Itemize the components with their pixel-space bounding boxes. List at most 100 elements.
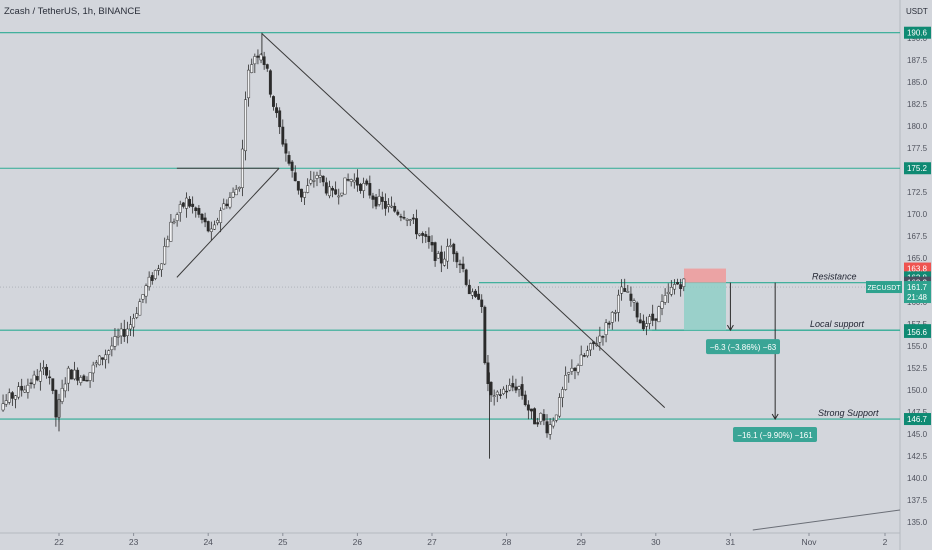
candle-body — [530, 408, 533, 412]
candle-body — [483, 306, 487, 364]
candle-body — [275, 107, 279, 114]
y-tick-label: 140.0 — [907, 474, 928, 483]
x-tick-label: 25 — [278, 537, 288, 547]
candle-body — [281, 126, 285, 145]
candle-body — [402, 217, 406, 219]
candle-body — [141, 294, 145, 300]
candle-body — [113, 336, 117, 347]
candle-body — [287, 155, 291, 164]
symbol-tag — [866, 281, 902, 294]
candle-body — [536, 422, 540, 425]
candle-body — [645, 323, 648, 327]
candle-body — [579, 354, 583, 366]
lower-trendline[interactable] — [752, 509, 901, 531]
candle-body — [520, 384, 524, 396]
candles-group[interactable] — [1, 32, 686, 459]
measure-text-local: −6.3 (−3.86%) −63 — [710, 343, 777, 352]
candle-body — [188, 198, 192, 207]
candle-body — [66, 367, 70, 384]
candle-body — [337, 195, 341, 198]
candle-body — [7, 392, 11, 403]
candle-body — [45, 366, 49, 376]
candle-body — [200, 213, 204, 220]
candle-body — [411, 217, 415, 220]
y-tick-label: 177.5 — [907, 144, 928, 153]
candle-body — [682, 278, 686, 287]
candle-body — [157, 268, 160, 271]
candle-body — [97, 355, 101, 366]
candle-body — [424, 234, 428, 237]
candle-body — [365, 180, 369, 185]
price-badge-text: 156.6 — [907, 328, 928, 337]
candle-body — [272, 96, 275, 107]
candle-body — [390, 205, 394, 208]
candle-body — [461, 263, 465, 270]
candle-body — [234, 189, 238, 196]
candle-body — [418, 233, 422, 236]
price-badge — [904, 325, 931, 338]
candle-body — [495, 391, 499, 396]
annotation-strong-support: Strong Support — [818, 408, 879, 418]
candle-body — [194, 207, 198, 211]
candle-body — [91, 364, 95, 374]
candle-body — [197, 208, 201, 215]
candle-body — [517, 386, 521, 390]
current-price-text: 161.7 — [907, 283, 928, 292]
candle-body — [29, 382, 33, 385]
candle-body — [334, 189, 338, 195]
y-tick-label: 147.5 — [907, 408, 928, 417]
current-price-badge — [904, 281, 931, 304]
measure-text-strong: −16.1 (−9.90%) −161 — [737, 431, 813, 440]
candle-body — [160, 263, 164, 270]
candle-body — [73, 369, 76, 380]
y-tick-label: 155.0 — [907, 342, 928, 351]
x-tick-label: 24 — [203, 537, 213, 547]
price-badge — [904, 162, 931, 175]
symbol-tag-text: ZECUSDT — [867, 285, 901, 292]
candle-body — [42, 367, 45, 370]
candle-body — [421, 233, 425, 236]
candle-body — [212, 224, 216, 230]
plot-area[interactable] — [0, 0, 900, 533]
candle-body — [203, 217, 207, 223]
time-axis[interactable] — [0, 533, 900, 550]
candle-body — [250, 64, 254, 73]
candle-body — [663, 295, 667, 303]
triangle-rising-line[interactable] — [176, 167, 280, 278]
candle-body — [380, 196, 384, 202]
candle-body — [582, 355, 586, 357]
candle-body — [4, 400, 8, 405]
x-tick-label: 31 — [726, 537, 736, 547]
arrow-head — [726, 324, 734, 332]
y-tick-label: 180.0 — [907, 122, 928, 131]
descending-trendline[interactable] — [261, 33, 666, 408]
y-tick-label: 145.0 — [907, 430, 928, 439]
candle-body — [629, 293, 633, 301]
stop-loss-zone[interactable] — [684, 268, 726, 283]
candle-body — [321, 175, 325, 183]
candle-body — [648, 316, 652, 324]
candle-body — [498, 394, 502, 396]
candle-body — [433, 242, 437, 261]
candle-body — [415, 218, 418, 235]
candle-body — [613, 312, 617, 314]
candle-body — [101, 357, 104, 360]
candle-body — [362, 183, 366, 191]
candle-body — [26, 384, 30, 393]
candle-body — [306, 185, 310, 193]
candle-body — [486, 362, 490, 384]
candle-body — [163, 246, 167, 265]
y-tick-label: 182.5 — [907, 100, 928, 109]
candle-body — [32, 374, 36, 385]
candle-body — [132, 318, 136, 328]
target-zone[interactable] — [684, 282, 726, 331]
candle-body — [331, 187, 334, 191]
candle-body — [470, 291, 474, 296]
annotation-local-support: Local support — [810, 319, 865, 329]
candle-body — [561, 389, 564, 398]
price-badge-text: 163.8 — [907, 265, 928, 274]
candle-body — [35, 376, 39, 381]
candle-body — [110, 345, 114, 351]
